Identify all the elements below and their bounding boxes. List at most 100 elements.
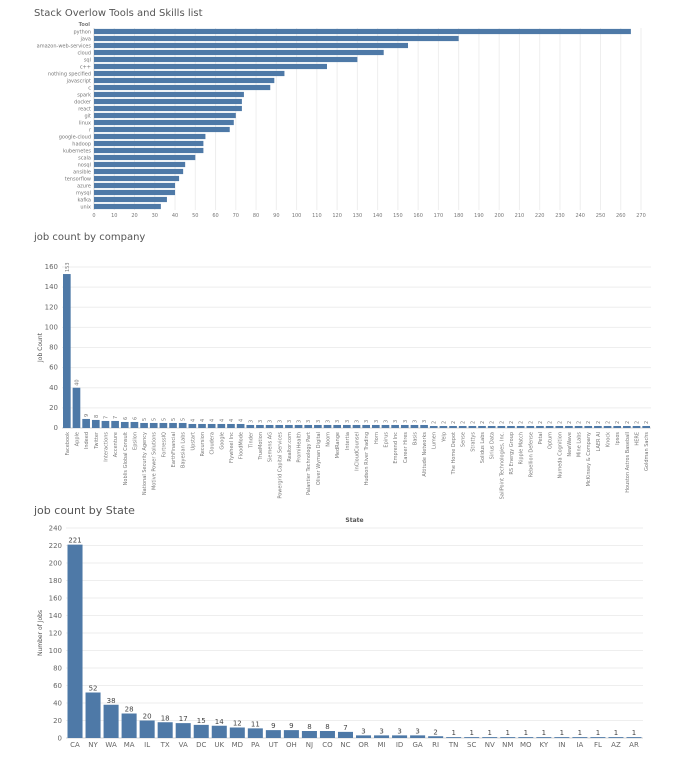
- data-label: 2: [644, 421, 650, 424]
- data-label: 3: [345, 420, 351, 423]
- data-label: 3: [355, 420, 361, 423]
- y-axis-title: Job Count: [37, 332, 44, 363]
- data-label: 3: [287, 420, 293, 423]
- data-label: 7: [343, 724, 347, 732]
- category-label: Career Hires: [403, 432, 409, 463]
- category-label: Basis: [412, 432, 418, 445]
- data-label: 1: [488, 729, 492, 737]
- bar: [227, 423, 235, 428]
- bar: [446, 737, 462, 738]
- data-label: 5: [171, 418, 177, 421]
- x-tick-label: 240: [575, 213, 585, 219]
- category-label: hadoop: [72, 142, 91, 148]
- category-label: python: [74, 30, 92, 36]
- data-label: 8: [325, 723, 329, 731]
- bar: [101, 420, 110, 428]
- data-label: 3: [422, 420, 428, 423]
- bar: [343, 424, 351, 428]
- x-tick-label: 170: [434, 213, 444, 219]
- chart2-title: job count by company: [34, 232, 146, 243]
- bar: [478, 425, 486, 428]
- data-label: 1: [451, 729, 455, 737]
- bar: [63, 274, 71, 428]
- bar: [352, 424, 361, 428]
- category-label: AZ: [611, 741, 621, 749]
- data-label: 5: [181, 418, 187, 421]
- data-label: 7: [113, 416, 119, 419]
- data-label: 1: [632, 729, 636, 737]
- x-tick-label: 220: [535, 213, 545, 219]
- category-label: HERE: [635, 432, 641, 446]
- category-label: git: [84, 114, 91, 120]
- category-label: TN: [448, 741, 459, 749]
- category-label: NJ: [306, 741, 313, 749]
- data-label: 18: [161, 714, 170, 722]
- category-label: TX: [160, 741, 170, 749]
- x-tick-label: 120: [332, 213, 342, 219]
- bar: [590, 737, 606, 738]
- category-label: Numeda Cognition: [557, 432, 563, 479]
- category-label: ID: [396, 741, 403, 749]
- category-label: FL: [594, 741, 602, 749]
- category-label: Ripple Match: [519, 432, 525, 465]
- bar: [526, 425, 535, 428]
- bar: [283, 730, 299, 738]
- data-label: 3: [248, 420, 254, 423]
- bar: [236, 423, 245, 428]
- data-label: 2: [461, 421, 467, 424]
- category-label: Facebook: [65, 432, 71, 456]
- bar: [314, 424, 322, 428]
- data-label: 1: [578, 729, 582, 737]
- category-label: unix: [80, 205, 91, 211]
- category-label: Apple: [74, 432, 80, 446]
- category-label: Sense: [461, 432, 467, 447]
- x-tick-label: 70: [233, 213, 239, 219]
- data-label: 1: [542, 729, 546, 737]
- bar: [420, 424, 428, 428]
- bar: [94, 112, 236, 119]
- y-tick-label: 0: [58, 735, 62, 743]
- bar: [94, 140, 204, 147]
- bar: [468, 425, 477, 428]
- bar: [623, 425, 631, 428]
- category-label: MedRange: [335, 432, 341, 458]
- data-label: 11: [251, 720, 260, 728]
- x-tick-label: 90: [273, 213, 279, 219]
- bar: [584, 425, 593, 428]
- x-tick-label: 140: [373, 213, 383, 219]
- x-tick-label: 80: [253, 213, 259, 219]
- bar: [381, 424, 390, 428]
- data-label: 15: [197, 717, 206, 725]
- bar: [626, 737, 642, 738]
- category-label: nothing specified: [48, 72, 91, 78]
- y-tick-label: 80: [53, 665, 62, 673]
- bar: [169, 422, 177, 428]
- bar: [94, 98, 242, 105]
- bar: [362, 424, 370, 428]
- bar: [439, 425, 448, 428]
- bar: [94, 189, 176, 196]
- x-tick-label: 40: [172, 213, 178, 219]
- data-label: 2: [509, 421, 515, 424]
- category-label: docker: [74, 100, 92, 106]
- bar: [323, 424, 332, 428]
- category-label: FortressIQ: [161, 432, 167, 457]
- x-tick-label: 30: [152, 213, 158, 219]
- category-label: Petal: [538, 432, 544, 444]
- data-label: 4: [239, 419, 245, 422]
- data-label: 4: [210, 419, 216, 422]
- bar: [207, 423, 216, 428]
- bar: [507, 425, 515, 428]
- bar: [536, 737, 552, 738]
- data-label: 12: [233, 720, 242, 728]
- category-label: Epirus: [383, 432, 389, 448]
- category-label: InCloudCounsel: [355, 432, 361, 471]
- bar: [91, 419, 100, 428]
- data-label: 4: [229, 419, 235, 422]
- data-label: 3: [403, 420, 409, 423]
- bar: [159, 422, 168, 428]
- data-label: 2: [548, 421, 554, 424]
- x-tick-label: 110: [312, 213, 322, 219]
- bar: [642, 425, 650, 428]
- bar: [487, 425, 496, 428]
